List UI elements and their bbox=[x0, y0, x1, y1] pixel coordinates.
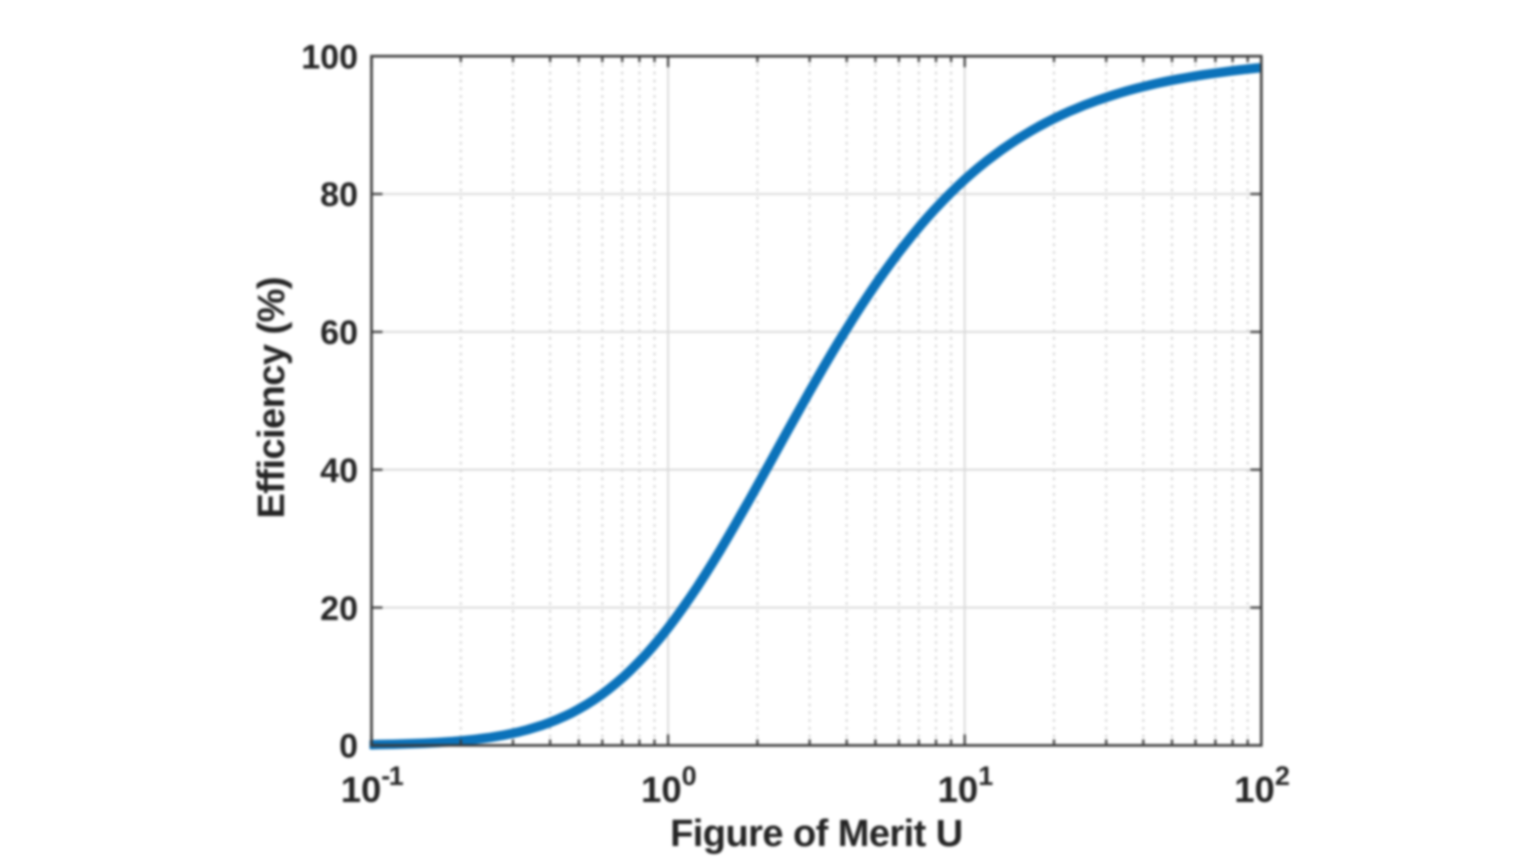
svg-text:0: 0 bbox=[339, 728, 358, 766]
svg-text:Figure of Merit U: Figure of Merit U bbox=[670, 813, 963, 855]
svg-text:40: 40 bbox=[320, 452, 358, 490]
svg-text:Efficiency (%): Efficiency (%) bbox=[251, 277, 293, 518]
svg-text:80: 80 bbox=[320, 176, 358, 214]
svg-text:60: 60 bbox=[320, 314, 358, 352]
svg-text:100: 100 bbox=[301, 38, 358, 76]
svg-text:20: 20 bbox=[320, 590, 358, 628]
